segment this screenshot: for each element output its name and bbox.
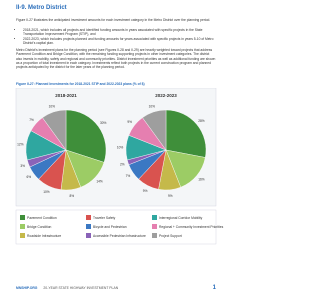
footer-doc: 20-YEAR STATE HIGHWAY INVESTMENT PLAN	[43, 286, 119, 290]
legend-label: Accessible Pedestrian Infrastructure	[93, 234, 146, 238]
intro: Figure II-27 illustrates the anticipated…	[16, 18, 211, 22]
pie-title: 2018-2021	[55, 93, 77, 98]
pie-slice	[165, 109, 207, 158]
legend-label: Bicycle and Pedestrian	[93, 225, 127, 229]
slice-label: 9%	[168, 194, 173, 198]
legend-label: Pavement Condition	[27, 216, 57, 220]
pie-title: 2022-2023	[155, 93, 177, 98]
slice-label: 7%	[126, 174, 131, 178]
legend-label: Bridge Condition	[27, 225, 52, 229]
legend-panel	[15, 209, 217, 245]
slice-label: 28%	[198, 119, 205, 123]
bullet: 2018-2021, which includes all projects a…	[23, 28, 216, 37]
page: II-9. Metro District Figure II-27 illust…	[0, 0, 232, 300]
footer-site: MNSHIP.ORG	[16, 286, 38, 290]
slice-label: 6%	[26, 175, 31, 179]
bullet: 2022-2023, which includes projects plann…	[23, 37, 216, 46]
slice-label: 7%	[29, 118, 34, 122]
pie-slice	[65, 109, 107, 163]
slice-label: 9%	[127, 120, 132, 124]
slice-label: 16%	[198, 178, 205, 182]
slice-label: 14%	[96, 180, 103, 184]
paragraph: Metro District's investment plans for th…	[16, 48, 216, 70]
slice-label: 12%	[17, 142, 24, 146]
slice-label: 10%	[49, 104, 56, 108]
figure: 2018-2021 30% 14% 8% 10% 6% 3% 12% 7% 10% 2022-202…	[15, 88, 224, 245]
legend-label: Roadside Infrastructure	[27, 234, 61, 238]
legend-swatch	[86, 224, 91, 229]
legend-swatch	[152, 224, 157, 229]
slice-label: 10%	[117, 145, 124, 149]
legend-swatch	[86, 233, 91, 238]
pie-slice	[142, 109, 167, 151]
bullet-list: 2018-2021, which includes all projects a…	[16, 28, 216, 45]
legend-label: Traveler Safety	[93, 216, 116, 220]
slice-label: 8%	[69, 194, 74, 198]
legend-swatch	[152, 233, 157, 238]
legend-label: Project Support	[159, 234, 182, 238]
slice-label: 30%	[100, 121, 107, 125]
page-number: 1	[212, 285, 216, 291]
legend-swatch	[20, 215, 25, 220]
legend-label: Regional + Community Investment Prioriti…	[159, 225, 224, 229]
legend-swatch	[20, 233, 25, 238]
footer: MNSHIP.ORG 20-YEAR STATE HIGHWAY INVESTM…	[16, 285, 216, 291]
slice-label: 9%	[143, 189, 148, 193]
slice-label: 10%	[43, 190, 50, 194]
slice-label: 3%	[20, 164, 25, 168]
slice-label: 2%	[120, 162, 125, 166]
legend-swatch	[20, 224, 25, 229]
slice-label: 10%	[149, 104, 156, 108]
page-title: II-9. Metro District	[16, 5, 67, 11]
legend-label: Interregional Corridor Mobility	[159, 216, 203, 220]
legend-swatch	[86, 215, 91, 220]
pie-slice	[42, 109, 67, 151]
figure-caption: Figure II-27: Planned Investments for 20…	[16, 82, 145, 86]
legend-swatch	[152, 215, 157, 220]
